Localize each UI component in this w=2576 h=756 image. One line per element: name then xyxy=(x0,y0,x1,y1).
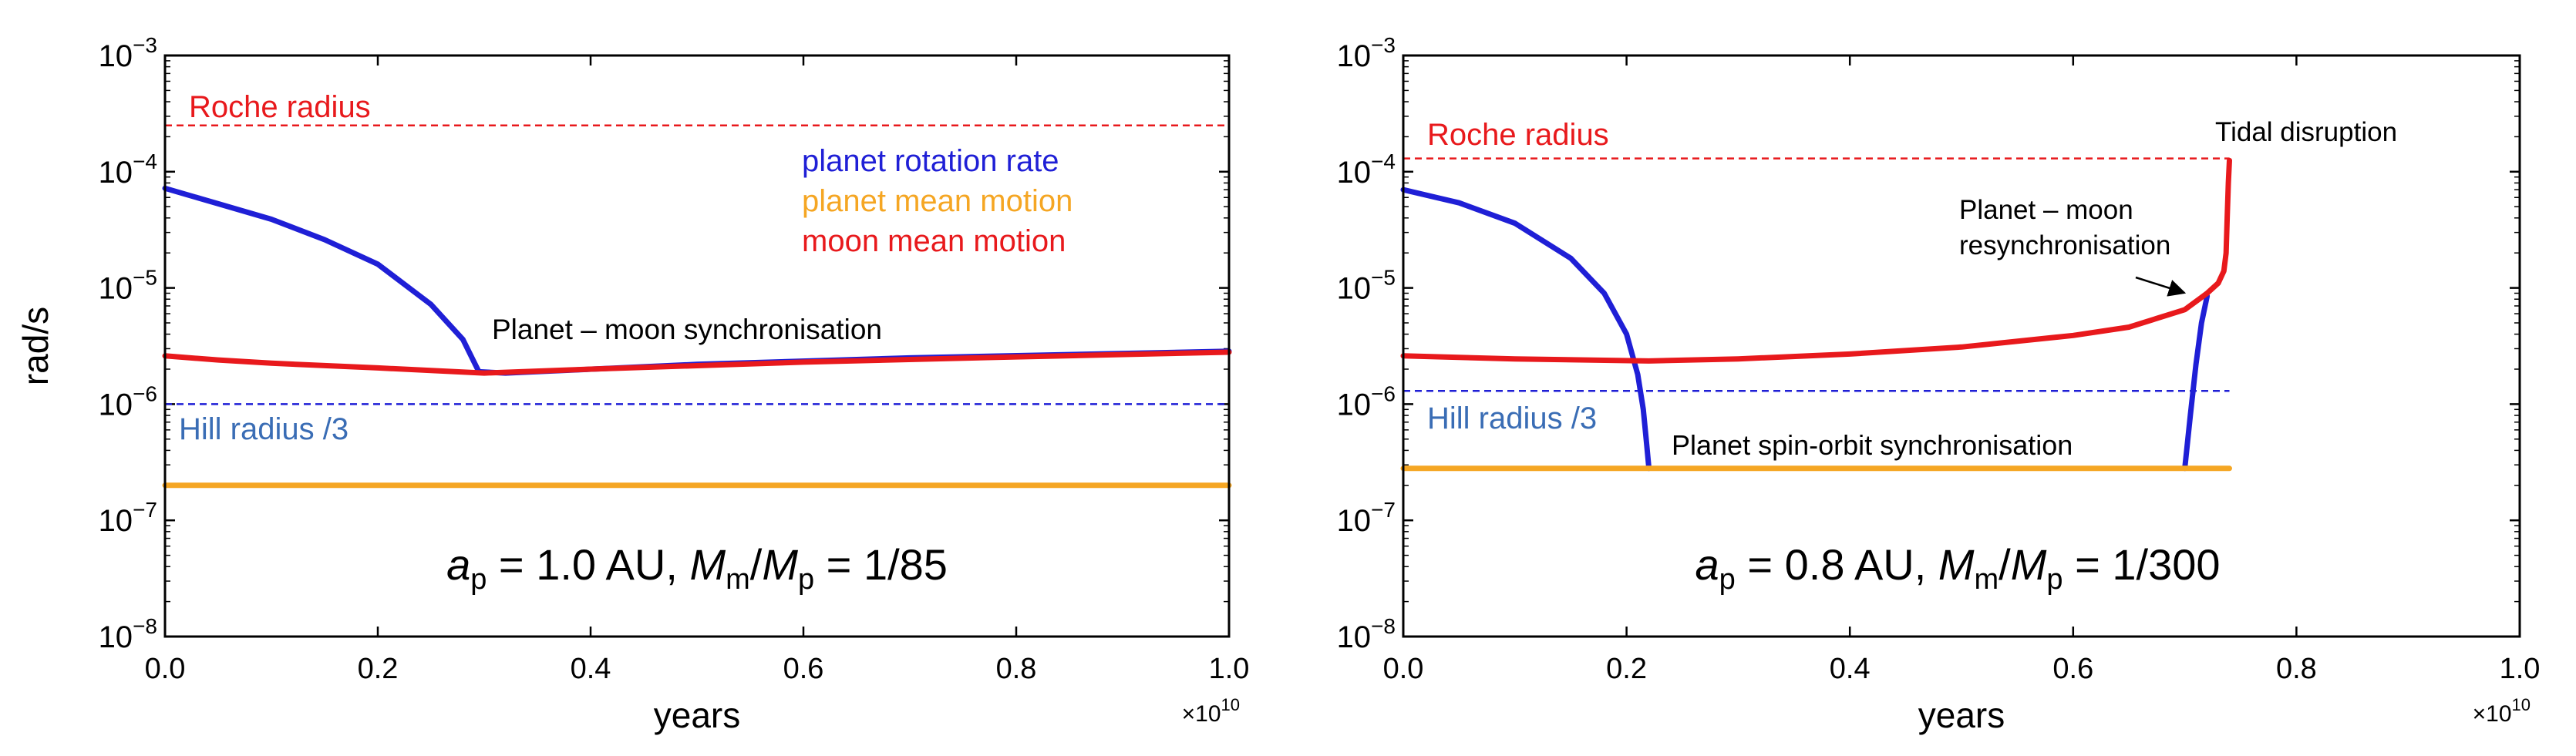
y-tick-label: 10−3 xyxy=(1337,33,1396,73)
parameter-label: ap = 1.0 AU, Mm/Mp = 1/85 xyxy=(446,540,948,596)
y-tick-label: 10−6 xyxy=(1337,381,1396,422)
plot-frame xyxy=(163,54,1231,638)
y-tick-label: 10−7 xyxy=(99,498,157,538)
synchronisation-annotation: Planet – moon synchronisation xyxy=(492,314,882,345)
x-tick-label: 0.4 xyxy=(571,653,611,685)
x-tick-label: 0.8 xyxy=(996,653,1037,685)
panel-left: 0.0 0.2 0.4 0.6 0.8 1.0 10−8 10−7 10−6 10−5 10−4 10… xyxy=(15,33,1249,735)
x-tick-label: 0.2 xyxy=(1606,653,1647,685)
y-axis-label: rad/s xyxy=(15,307,56,385)
x-axis-label: years xyxy=(1918,695,2005,735)
x-tick-label: 0.6 xyxy=(783,653,824,685)
y-tick-label: 10−4 xyxy=(99,150,157,190)
y-tick-label: 10−4 xyxy=(1337,150,1396,190)
legend-entry-1: planet mean motion xyxy=(802,184,1072,218)
plot-frame xyxy=(1402,54,2521,638)
x-multiplier-label: ×1010 xyxy=(1182,695,1240,727)
hill-radius-label: Hill radius /3 xyxy=(179,412,349,446)
series-line xyxy=(2182,293,2211,472)
parameter-label: ap = 0.8 AU, Mm/Mp = 1/300 xyxy=(1695,540,2220,596)
y-tick-label: 10−6 xyxy=(99,381,157,422)
y-tick-label: 10−5 xyxy=(1337,266,1396,306)
series-line xyxy=(1400,157,2232,364)
x-tick-label: 0.6 xyxy=(2052,653,2093,685)
resync-arrow xyxy=(2135,276,2187,297)
roche-radius-label: Roche radius xyxy=(1427,118,1609,152)
x-tick-label: 0.0 xyxy=(145,653,186,685)
y-tick-label: 10−8 xyxy=(99,614,157,654)
x-axis-label: years xyxy=(654,695,740,735)
hill-radius-label: Hill radius /3 xyxy=(1427,402,1597,435)
resynchronisation-annotation-line1: Planet – moon xyxy=(1959,195,2133,225)
x-tick-label: 0.4 xyxy=(1830,653,1871,685)
series-line xyxy=(162,349,1232,376)
legend-entry-2: moon mean motion xyxy=(802,224,1066,258)
x-tick-label: 1.0 xyxy=(2500,653,2541,685)
x-tick-label: 0.0 xyxy=(1383,653,1424,685)
spin-orbit-annotation: Planet spin-orbit synchronisation xyxy=(1672,429,2073,461)
roche-radius-label: Roche radius xyxy=(189,90,371,124)
tidal-disruption-annotation: Tidal disruption xyxy=(2215,117,2397,147)
legend-entry-0: planet rotation rate xyxy=(802,144,1059,178)
y-tick-label: 10−3 xyxy=(99,33,157,73)
y-tick-label: 10−8 xyxy=(1337,614,1396,654)
x-tick-label: 0.2 xyxy=(358,653,399,685)
x-tick-label: 0.8 xyxy=(2276,653,2317,685)
panel-right: 0.0 0.2 0.4 0.6 0.8 1.0 10−8 10−7 10−6 10−5 10−4 10… xyxy=(1337,33,2541,735)
x-multiplier-label: ×1010 xyxy=(2473,695,2531,727)
x-tick-label: 1.0 xyxy=(1209,653,1250,685)
y-tick-label: 10−7 xyxy=(1337,498,1396,538)
series-line xyxy=(1400,186,1652,472)
resynchronisation-annotation-line2: resynchronisation xyxy=(1959,230,2170,260)
y-tick-label: 10−5 xyxy=(99,266,157,306)
